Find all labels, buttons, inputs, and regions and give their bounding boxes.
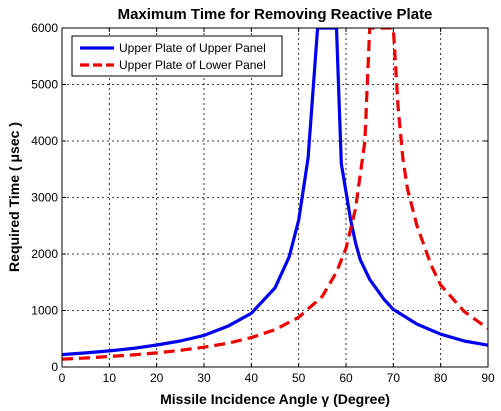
chart-title: Maximum Time for Removing Reactive Plate (118, 6, 433, 23)
x-tick-label: 50 (292, 371, 306, 385)
x-tick-label: 30 (197, 371, 211, 385)
x-tick-label: 90 (481, 371, 495, 385)
series-layer (62, 28, 488, 361)
x-tick-label: 10 (103, 371, 117, 385)
y-tick-label: 3000 (31, 191, 58, 205)
legend-box (71, 35, 283, 77)
x-tick-label: 70 (387, 371, 401, 385)
x-axis-label: Missile Incidence Angle γ (Degree) (160, 391, 390, 407)
y-tick-label: 6000 (31, 21, 58, 35)
x-tick-label: 60 (339, 371, 353, 385)
legend-label-2: Upper Plate of Lower Panel (119, 58, 266, 72)
y-tick-label: 5000 (31, 78, 58, 92)
y-tick-label: 2000 (31, 247, 58, 261)
y-tick-label: 4000 (31, 134, 58, 148)
series-line-2 (62, 28, 488, 361)
y-axis-label: Required Time ( μsec ) (6, 122, 22, 272)
grid (62, 28, 488, 367)
tick-labels: 0 10 20 30 40 50 60 70 80 90 0 1000 2000 3000 4000 5000… (31, 21, 495, 385)
legend: Upper Plate of Upper Panel Upper Plate of… (71, 35, 283, 77)
y-tick-label: 1000 (31, 304, 58, 318)
x-tick-label: 80 (434, 371, 448, 385)
series-line-1 (62, 28, 488, 357)
y-tick-label: 0 (51, 360, 58, 374)
legend-label-1: Upper Plate of Upper Panel (119, 41, 266, 55)
x-tick-label: 20 (150, 371, 164, 385)
x-tick-label: 0 (59, 371, 66, 385)
x-tick-label: 40 (245, 371, 259, 385)
